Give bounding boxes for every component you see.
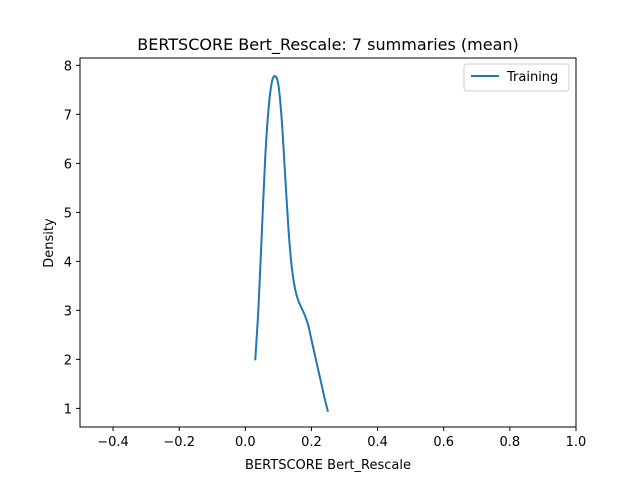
y-axis: 1 2 3 4 5 6 7 8 [64,59,80,417]
y-tick-label: 4 [64,255,72,270]
plot-frame [79,57,577,428]
y-tick-label: 2 [64,353,72,368]
legend-box [463,63,570,92]
x-tick-label: −0.4 [97,435,129,450]
series-layer [254,75,329,413]
x-tick-label: −0.2 [163,435,195,450]
chart-title: BERTSCORE Bert_Rescale: 7 summaries (mea… [137,35,519,55]
x-tick-label: 0.6 [433,435,454,450]
legend: Training [463,63,570,92]
x-tick-label: 0.4 [367,435,388,450]
y-tick-label: 7 [64,108,72,123]
x-tick-label: 0.0 [235,435,256,450]
legend-label-training: Training [506,70,558,85]
y-tick-label: 8 [64,59,72,74]
y-tick-label: 3 [64,304,72,319]
x-tick-label: 0.8 [500,435,521,450]
series-line-training [254,75,329,413]
x-axis-label: BERTSCORE Bert_Rescale [245,458,411,473]
y-tick-label: 1 [64,402,72,417]
x-axis: −0.4 −0.2 0.0 0.2 0.4 0.6 0.8 1.0 [97,427,586,450]
y-tick-label: 6 [64,157,72,172]
y-axis-label: Density [42,218,57,268]
x-tick-label: 1.0 [566,435,587,450]
x-tick-label: 0.2 [301,435,322,450]
y-tick-label: 5 [64,206,72,221]
